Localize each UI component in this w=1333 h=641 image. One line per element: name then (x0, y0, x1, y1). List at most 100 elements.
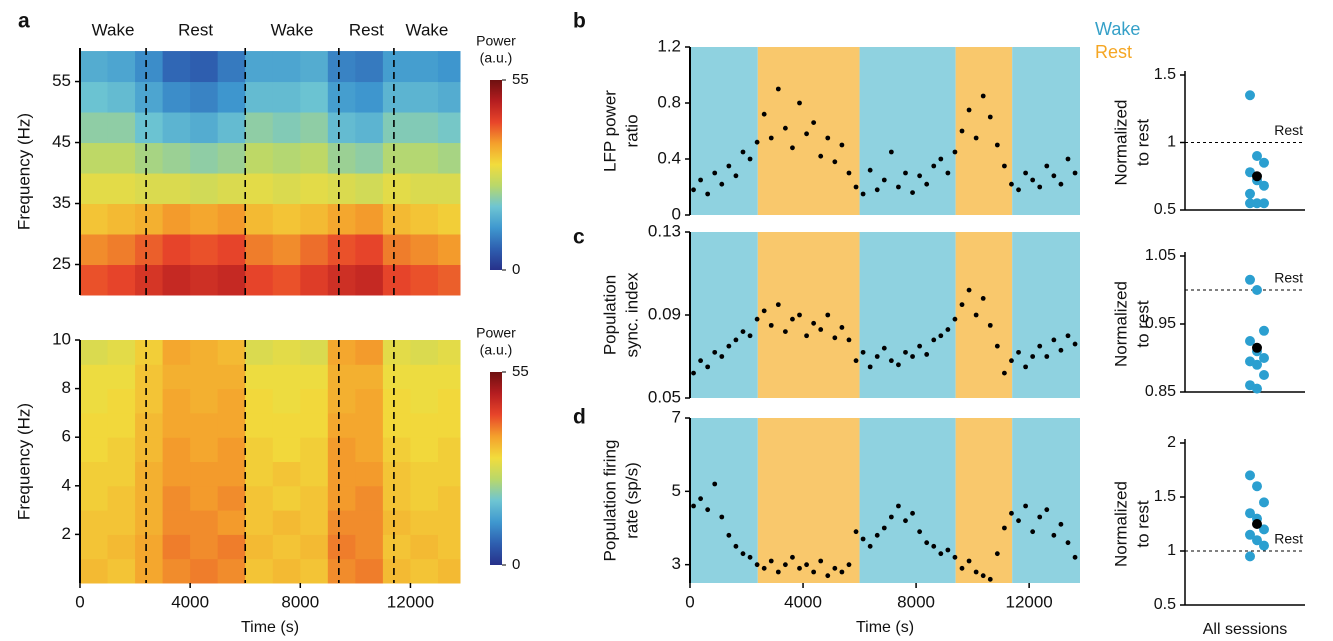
panel-letter: c (573, 226, 585, 249)
heatmap-cell (410, 558, 439, 584)
heatmap-cell (107, 534, 136, 560)
colorbar-tick-label: 55 (512, 71, 529, 88)
data-point (698, 496, 703, 502)
heatmap-cell (437, 81, 461, 113)
data-point (959, 565, 965, 571)
period-label: Wake (406, 20, 449, 39)
data-point (867, 543, 873, 549)
data-point (959, 128, 965, 134)
data-point (719, 354, 725, 359)
data-point (1065, 333, 1071, 339)
y-tick-label: 7 (672, 407, 681, 426)
data-point (888, 358, 894, 364)
x-tick-label: 0 (75, 592, 84, 611)
heatmap-cell (355, 388, 384, 414)
heatmap-cell (382, 142, 411, 174)
data-point (740, 149, 746, 155)
heatmap-cell (245, 461, 274, 487)
heatmap-cell (107, 51, 136, 83)
heatmap-cell (382, 51, 411, 83)
colorbar-tick-label: 55 (512, 363, 529, 380)
heatmap-cell (382, 437, 411, 462)
data-point (726, 343, 732, 349)
y-axis-label: Normalized (1111, 481, 1130, 567)
heatmap-cell (80, 534, 109, 560)
x-tick-label: 4000 (784, 592, 822, 611)
heatmap-cell (217, 234, 246, 266)
data-point (754, 562, 760, 568)
heatmap-cell (80, 51, 109, 83)
session-point (1245, 188, 1255, 199)
data-point (818, 153, 824, 159)
data-point (888, 514, 894, 520)
heatmap-cell (327, 264, 356, 296)
heatmap-cell (190, 264, 219, 296)
heatmap-cell (410, 534, 439, 560)
heatmap-cell (327, 340, 356, 365)
data-point (790, 145, 795, 151)
heatmap-cell (135, 461, 164, 487)
heatmap-cell (162, 461, 191, 487)
data-point (888, 149, 894, 155)
data-point (1016, 349, 1021, 355)
session-point (1259, 497, 1269, 508)
heatmap-cell (410, 51, 439, 83)
y-axis-label: Frequency (Hz) (14, 403, 33, 520)
data-point (931, 337, 937, 343)
period-shading (757, 232, 860, 398)
heatmap-cell (190, 437, 219, 462)
data-point (987, 114, 993, 120)
heatmap-cell (382, 510, 411, 535)
data-point (705, 507, 711, 513)
heatmap-cell (190, 412, 219, 438)
period-shading (859, 47, 956, 215)
heatmap-cell (355, 173, 384, 205)
heatmap-cell (300, 412, 329, 438)
heatmap-cell (135, 534, 164, 560)
heatmap-cell (272, 461, 301, 487)
heatmap-cell (80, 234, 109, 266)
data-point (853, 358, 859, 364)
heatmap-cell (190, 234, 219, 266)
data-point (1030, 177, 1036, 183)
heatmap-cell (382, 264, 411, 296)
y-tick-label: 3 (672, 554, 681, 573)
y-tick-label: 55 (52, 71, 71, 90)
colorbar-label: (a.u.) (480, 50, 513, 66)
session-point (1259, 325, 1269, 336)
heatmap-cell (190, 364, 219, 390)
data-point (775, 569, 781, 575)
heatmap-cell (437, 234, 461, 266)
x-tick-label: 12000 (387, 592, 434, 611)
heatmap-cell (410, 437, 439, 462)
reference-label: Rest (1274, 270, 1303, 286)
heatmap-cell (272, 534, 301, 560)
heatmap-cell (272, 485, 301, 511)
y-tick-label: 25 (52, 254, 71, 273)
data-point (938, 333, 944, 339)
y-tick-label: 0.4 (657, 148, 681, 167)
heatmap-cell (80, 81, 109, 113)
heatmap-cell (217, 558, 246, 584)
data-point (924, 540, 930, 546)
session-point (1252, 151, 1262, 161)
heatmap-cell (272, 437, 301, 462)
colorbar (490, 80, 502, 270)
data-point (881, 345, 887, 351)
data-point (874, 187, 880, 193)
data-point (1016, 518, 1021, 524)
heatmap-cell (245, 485, 274, 511)
data-point (945, 327, 951, 332)
heatmap-cell (410, 234, 439, 266)
heatmap-cell (135, 364, 164, 390)
heatmap-cell (355, 81, 384, 113)
heatmap-cell (162, 510, 191, 535)
data-point (1023, 364, 1028, 370)
session-point (1259, 198, 1269, 209)
heatmap-cell (135, 412, 164, 438)
heatmap-cell (217, 364, 246, 390)
x-tick-label: 4000 (171, 592, 209, 611)
data-point (790, 554, 795, 560)
session-point (1252, 285, 1262, 295)
